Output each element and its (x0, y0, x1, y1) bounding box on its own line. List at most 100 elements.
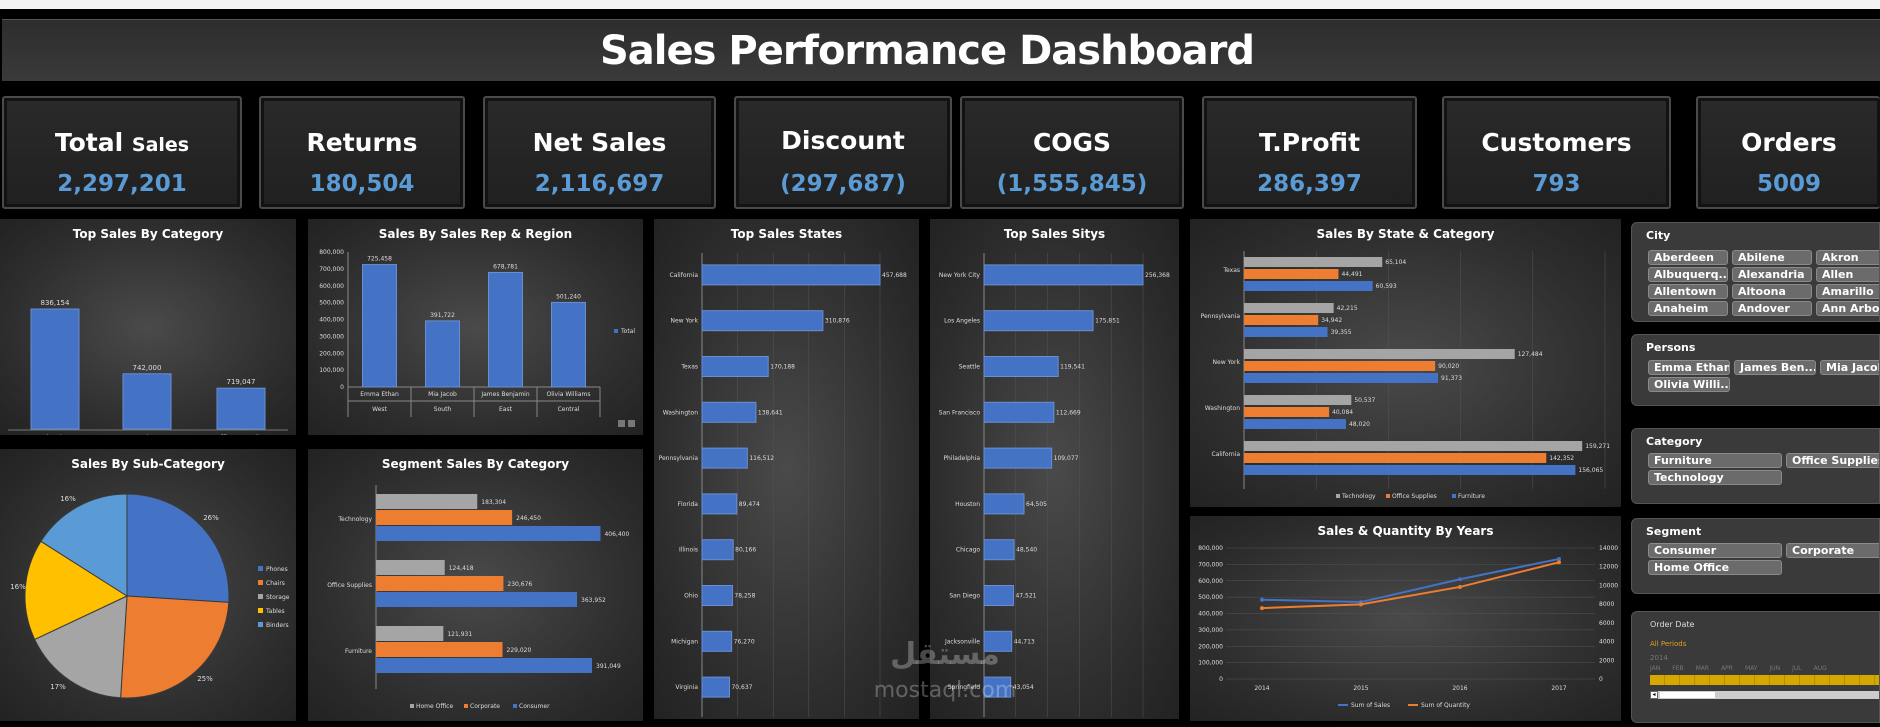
data-label: 116,512 (749, 455, 774, 462)
slicer-item[interactable]: Albuquerq... (1648, 267, 1728, 282)
data-label: 44,491 (1341, 271, 1362, 278)
slicer-item[interactable]: Allen (1816, 267, 1879, 282)
slicer-item[interactable]: Allentown (1648, 284, 1728, 299)
bar (488, 271, 523, 388)
slicer-item[interactable]: Mia Jacob (1820, 360, 1879, 375)
scroll-thumb[interactable] (1660, 692, 1715, 698)
kpi-orders: Orders 5009 (1696, 96, 1880, 209)
data-label: 70,637 (731, 684, 752, 691)
data-label: 47,521 (1015, 593, 1036, 600)
slicer-item[interactable]: Akron (1816, 250, 1879, 265)
y-tick-label: Furniture (345, 648, 372, 655)
y-tick-label: 800,000 (319, 249, 344, 256)
slicer-item[interactable]: Emma Ethan (1648, 360, 1730, 375)
bar (701, 310, 824, 332)
chart-segment-sales-by-category: Segment Sales By Category 183,304 246,450… (308, 449, 643, 721)
slicer-item[interactable]: Furniture (1648, 453, 1782, 468)
slicer-item[interactable]: Home Office (1648, 560, 1782, 575)
slicer-item[interactable]: Amarillo (1816, 284, 1879, 299)
chart-title: Sales By Sales Rep & Region (378, 227, 573, 241)
bar (362, 264, 397, 388)
slicer-city[interactable]: City Aberdeen Abilene Akron Albuquerq...… (1631, 222, 1880, 322)
legend-swatch (258, 594, 263, 599)
chart-title: Sales By Sub-Category (71, 457, 225, 471)
data-label: 742,000 (133, 364, 162, 372)
bar (701, 493, 738, 515)
slicer-item[interactable]: Altoona (1732, 284, 1812, 299)
y-tick-label: Houston (955, 501, 980, 508)
y-tick-label: Michigan (671, 638, 698, 645)
data-label: 121,931 (447, 631, 472, 638)
timeline-bar[interactable] (1650, 675, 1879, 685)
slicer-item[interactable]: Aberdeen (1648, 250, 1728, 265)
data-label: 17% (50, 683, 66, 691)
slicer-item[interactable]: Alexandria (1732, 267, 1812, 282)
y-tick-label: Washington (663, 409, 698, 416)
data-label: 39,355 (1331, 329, 1352, 336)
bar (1244, 303, 1334, 313)
legend-label: Technology (1341, 493, 1376, 500)
data-label: 80,166 (735, 547, 756, 554)
slicer-item[interactable]: Technology (1648, 470, 1782, 485)
slicer-item[interactable]: Corporate (1786, 543, 1879, 558)
slicer-item[interactable]: Consumer (1648, 543, 1782, 558)
timeline-scrollbar[interactable]: ◂ (1650, 691, 1879, 699)
data-label: 50,537 (1354, 397, 1375, 404)
bar (1244, 453, 1547, 463)
y-tick-label: Ohio (684, 593, 698, 600)
bar (701, 356, 769, 377)
kpi-label: Total Sales (54, 128, 190, 157)
chart-sales-quantity-by-years: Sales & Quantity By Years 800,000 700,000… (1190, 516, 1621, 721)
slicer-persons[interactable]: Persons Emma Ethan James Ben... Mia Jaco… (1631, 334, 1880, 406)
slicer-item[interactable]: Anaheim (1648, 301, 1728, 316)
bar (983, 630, 1013, 652)
slicer-item[interactable]: Abilene (1732, 250, 1812, 265)
legend-swatch (1336, 494, 1340, 498)
y-tick-label: New York (671, 318, 699, 325)
slicer-item[interactable]: Office Supplies (1786, 453, 1879, 468)
bar (701, 401, 757, 423)
slicer-category[interactable]: Category Furniture Office Supplies Techn… (1631, 428, 1880, 504)
legend-swatch (258, 580, 263, 585)
chart-sales-by-state-category: Sales By State & Category 65,104 44,491 60… (1190, 219, 1621, 507)
y-tick-label: 700,000 (319, 266, 344, 273)
y-tick-label: Illinois (679, 547, 698, 554)
y-tick-label: Los Angeles (944, 318, 980, 325)
kpi-value: 2,297,201 (57, 171, 187, 197)
x-tick-label: 2014 (1254, 685, 1269, 692)
bar (701, 585, 733, 606)
scroll-left-icon[interactable]: ◂ (1650, 691, 1658, 699)
data-label: 124,418 (449, 565, 474, 572)
filter-icon (618, 420, 625, 427)
timeline-order-date[interactable]: Order Date All Periods 2014 JAN FEB MAR APR… (1631, 611, 1880, 723)
data-label: 256,368 (1145, 272, 1170, 279)
bar (1244, 327, 1328, 337)
kpi-value: 180,504 (309, 171, 415, 197)
data-label: 26% (203, 514, 219, 522)
slicer-item[interactable]: Ann Arbor (1816, 301, 1879, 316)
data-label: 48,540 (1016, 547, 1037, 554)
bar (701, 447, 748, 469)
bar (216, 387, 266, 430)
y-tick-label: 400,000 (319, 317, 344, 324)
bar (1244, 465, 1576, 475)
timeline-months: JAN FEB MAR APR MAY JUN JUL AUG (1650, 665, 1827, 672)
bar (376, 642, 503, 657)
slicer-item[interactable]: Andover (1732, 301, 1812, 316)
y-tick-label: Florida (678, 501, 699, 508)
bar (122, 373, 172, 430)
y-tick-label: 300,000 (1198, 627, 1223, 634)
slicer-header: Segment (1646, 525, 1702, 538)
slicer-item[interactable]: Olivia Willi... (1648, 377, 1730, 392)
slicer-segment[interactable]: Segment Consumer Corporate Home Office (1631, 518, 1880, 594)
slicer-item[interactable]: James Ben... (1734, 360, 1816, 375)
data-label: 78,258 (734, 593, 755, 600)
data-label: 42,215 (1337, 305, 1358, 312)
chart-svg: 65,104 44,491 60,593 Texas 42,215 34,942 39,35… (1201, 251, 1610, 500)
timeline-year: 2014 (1650, 654, 1668, 662)
pie-slice (126, 493, 230, 603)
data-label: 65,104 (1385, 259, 1406, 266)
y-tick-label: New York (1213, 359, 1241, 366)
y-tick-label: California (1212, 451, 1241, 458)
y-tick-label: Pennsylvania (1201, 313, 1241, 320)
